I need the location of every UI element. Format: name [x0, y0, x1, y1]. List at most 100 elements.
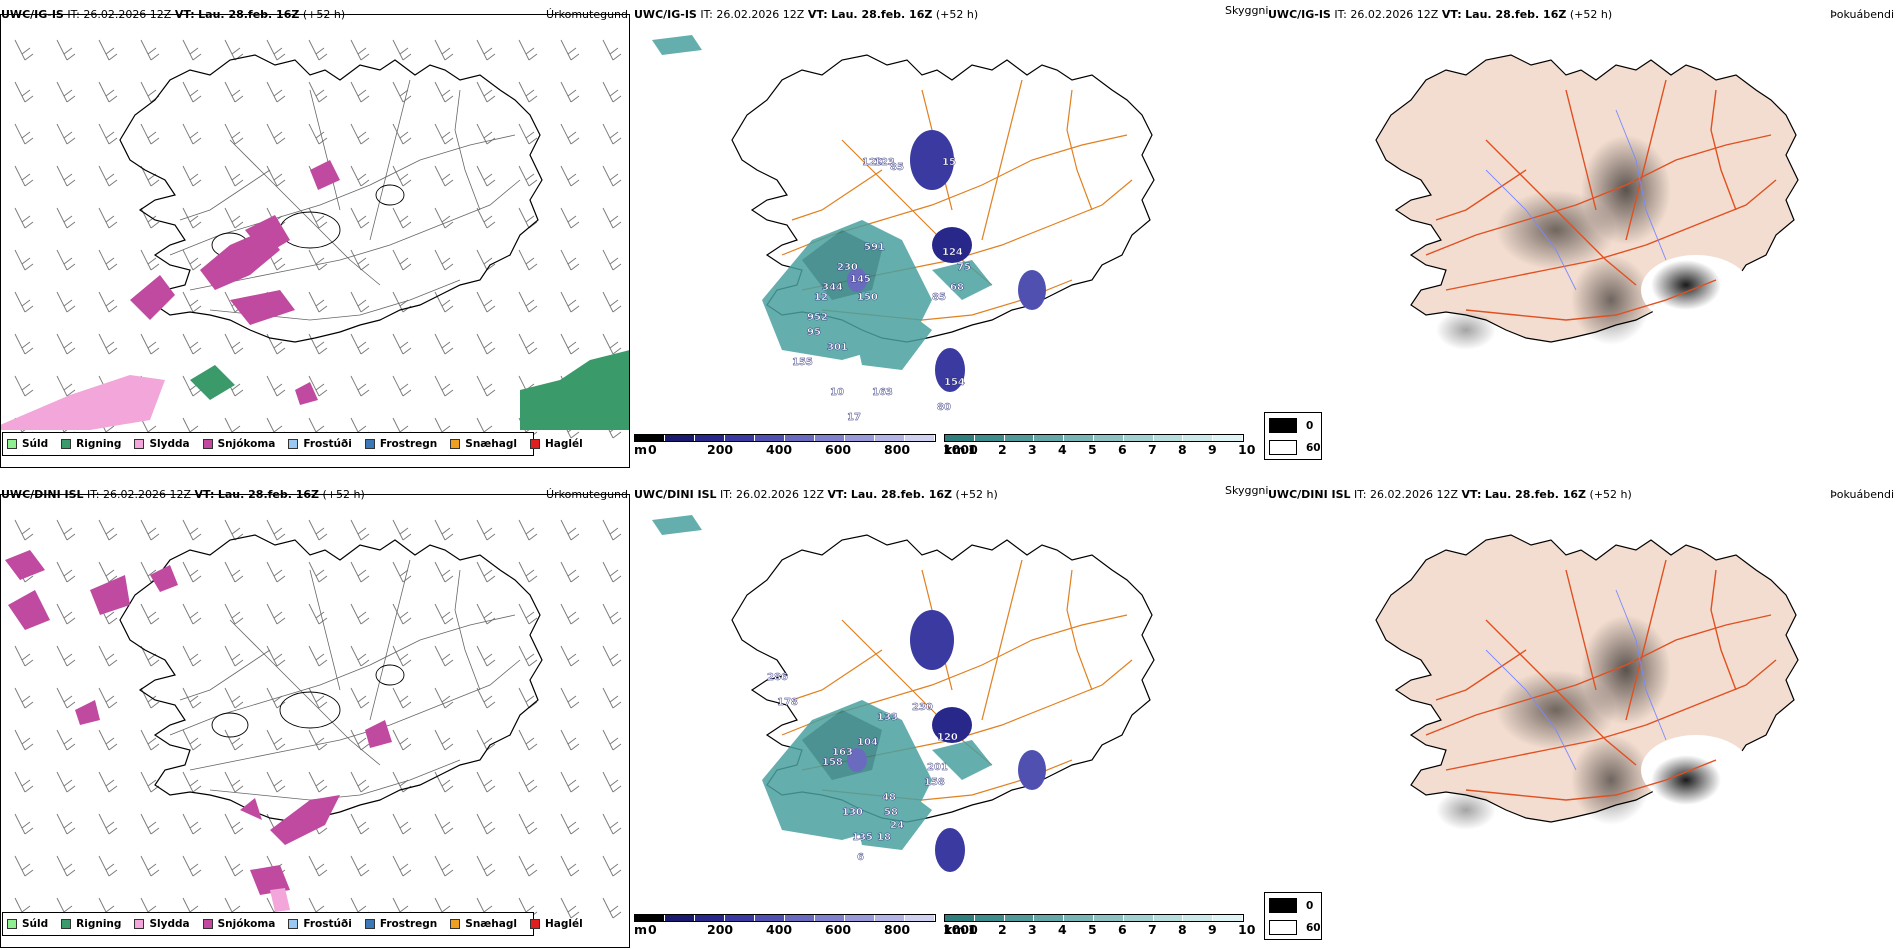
colorbar-segment [635, 435, 665, 441]
legend-swatch [202, 919, 213, 929]
ceiling-value-label: 48 [882, 792, 896, 803]
visibility-map: 2861781631581331042301202011581301354858… [652, 515, 1155, 872]
colorbar-segment [974, 435, 1005, 441]
colorbar-segment [725, 915, 755, 921]
colorbar-segment [695, 435, 725, 441]
product-type-label: Skyggni [1225, 484, 1269, 497]
ceiling-value-label: 230 [837, 262, 858, 273]
fog-legend-value: 60 [1306, 441, 1321, 454]
colorbar-segment [1123, 915, 1154, 921]
fog-legend-value: 0 [1306, 899, 1314, 912]
colorbar-tick: 8 [1178, 922, 1187, 937]
colorbar-tick: 9 [1208, 922, 1217, 937]
panel-title: UWC/DINI ISL IT: 26.02.2026 12Z VT: Lau.… [1, 488, 365, 501]
legend-item: Rigning [61, 918, 121, 930]
colorbar-segment [1093, 435, 1124, 441]
visibility-panel: 591 230 344 145 150 952 95 301 155 154 80 75 124 85 68… [632, 0, 1268, 470]
fog-map [1375, 534, 1799, 830]
ceiling-value-label: 120 [937, 732, 958, 743]
colorbar-segment [815, 435, 845, 441]
colorbar-tick: 0 [648, 442, 657, 457]
ceiling-value-label: 80 [937, 402, 951, 413]
ceiling-value-label: 10 [830, 387, 844, 398]
product-type-label: Úrkomutegund [546, 488, 628, 501]
colorbar-segment [695, 915, 725, 921]
legend-label: Slydda [149, 918, 190, 930]
fog-legend-item: 0 [1269, 898, 1313, 913]
colorbar-segment [815, 915, 845, 921]
ceiling-value-label: 158 [924, 777, 945, 788]
ceiling-colorbar: m 0 200 400 600 800 1000 [634, 434, 978, 457]
colorbar-segment [755, 435, 785, 441]
legend-item: Rigning [61, 438, 121, 450]
colorbar-tick: 10 [1238, 922, 1256, 937]
ceiling-value-label: 129 [862, 157, 883, 168]
panel-title: UWC/IG-IS IT: 26.02.2026 12Z VT: Lau. 28… [1268, 8, 1613, 21]
colorbar-tick: 4 [1058, 922, 1067, 937]
legend-swatch [7, 439, 17, 449]
ceiling-value-label: 130 [842, 807, 863, 818]
fog-legend-value: 60 [1306, 921, 1321, 934]
ceiling-value-label: 85 [932, 292, 946, 303]
legend-item: Snjókoma [202, 918, 275, 930]
colorbar-segment [1183, 435, 1214, 441]
fog-legend-swatch [1269, 440, 1297, 455]
colorbar-tick: 3 [1028, 922, 1037, 937]
colorbar-tick: 6 [1118, 442, 1127, 457]
fog-panel: UWC/IG-IS IT: 26.02.2026 12Z VT: Lau. 28… [1266, 0, 1900, 470]
ceiling-value-label: 104 [857, 737, 878, 748]
colorbar-tick: 6 [1118, 922, 1127, 937]
legend-swatch [529, 439, 540, 449]
legend-swatch [450, 919, 461, 929]
legend-swatch [450, 439, 461, 449]
model-row-ig-is: UWC/IG-IS IT: 26.02.2026 12Z VT: Lau. 28… [0, 0, 1900, 470]
ceiling-value-label: 286 [767, 672, 788, 683]
legend-swatch [61, 919, 72, 929]
colorbar-unit: km [944, 442, 966, 457]
fog-map [1375, 54, 1799, 350]
colorbar-segment [1004, 915, 1035, 921]
colorbar-tick: 1000 [943, 442, 978, 457]
panel-frame [0, 494, 630, 948]
ceiling-value-label: 75 [957, 262, 971, 273]
fog-legend-swatch [1269, 920, 1297, 935]
legend-label: Snæhagl [465, 438, 517, 450]
ceiling-value-label: 12 [814, 292, 828, 303]
colorbar-segment [905, 915, 935, 921]
colorbar-tick: 400 [766, 442, 793, 457]
fog-legend: 0 60 [1264, 412, 1322, 460]
panel-title: UWC/DINI ISL IT: 26.02.2026 12Z VT: Lau.… [634, 488, 998, 501]
legend-swatch [134, 439, 145, 449]
colorbar-segment [785, 915, 815, 921]
legend-label: Slydda [149, 438, 190, 450]
legend-swatch [61, 439, 72, 449]
legend-swatch [288, 439, 299, 449]
fog-legend: 0 60 [1264, 892, 1322, 940]
colorbar-segment [945, 915, 975, 921]
colorbar-segment [665, 435, 695, 441]
legend-label: Frostúði [303, 918, 352, 930]
legend-swatch [134, 919, 145, 929]
colorbar-tick: 1 [968, 922, 977, 937]
colorbar-tick: 3 [1028, 442, 1037, 457]
legend-item: Snæhagl [450, 918, 517, 930]
product-type-label: Þokuábendi [1830, 8, 1894, 21]
colorbar-segment [1213, 915, 1243, 921]
colorbar-tick: 600 [825, 922, 852, 937]
legend-swatch [364, 919, 375, 929]
ceiling-value-label: 68 [950, 282, 964, 293]
legend-item: Snæhagl [450, 438, 517, 450]
legend-swatch [288, 919, 299, 929]
precip-areas [0, 160, 630, 430]
colorbar-segment [1034, 915, 1065, 921]
ceiling-value-label: 230 [912, 702, 933, 713]
legend-item: Slydda [134, 438, 190, 450]
legend-label: Frostregn [379, 438, 438, 450]
precip-areas [5, 550, 392, 912]
colorbar-tick: 800 [884, 442, 911, 457]
colorbar-tick: 200 [707, 442, 734, 457]
ceiling-colorbar: m 0 200 400 600 800 1000 [634, 914, 978, 937]
colorbar-tick: 4 [1058, 442, 1067, 457]
fog-legend-item: 0 [1269, 418, 1313, 433]
ceiling-value-label: 952 [807, 312, 828, 323]
